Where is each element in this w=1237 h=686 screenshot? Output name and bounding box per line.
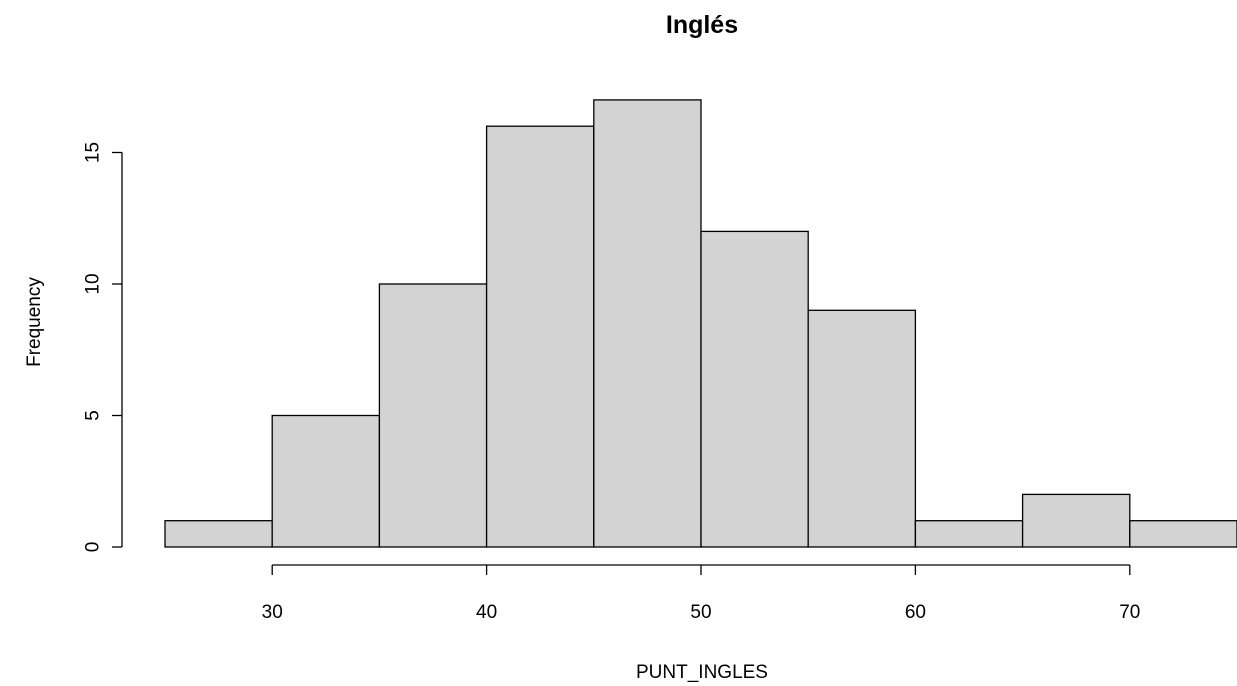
x-tick-label-50: 50 bbox=[690, 602, 711, 623]
histogram-bar-35-40 bbox=[378, 283, 488, 548]
y-tick-label-5: 5 bbox=[83, 410, 104, 421]
histogram-bar-25-30 bbox=[164, 520, 273, 548]
chart-title: Inglés bbox=[666, 11, 738, 39]
histogram-bar-40-45 bbox=[485, 125, 595, 548]
x-tick-label-40: 40 bbox=[476, 602, 497, 623]
histogram-bar-55-60 bbox=[807, 309, 917, 548]
bars-group bbox=[164, 99, 1237, 548]
histogram-bar-45-50 bbox=[593, 99, 702, 548]
histogram-bar-65-70 bbox=[1021, 493, 1131, 548]
x-tick-label-60: 60 bbox=[905, 602, 926, 623]
y-axis-label: Frequency bbox=[24, 277, 45, 367]
x-tick-label-70: 70 bbox=[1119, 602, 1140, 623]
y-tick-label-10: 10 bbox=[83, 273, 104, 294]
histogram-bar-70-75 bbox=[1129, 520, 1237, 548]
y-tick-label-15: 15 bbox=[83, 142, 104, 163]
histogram-bar-30-35 bbox=[271, 414, 381, 548]
x-tick-label-30: 30 bbox=[262, 602, 283, 623]
x-axis: 30 40 50 60 70 bbox=[262, 564, 1140, 623]
histogram-bar-60-65 bbox=[914, 520, 1024, 548]
histogram-bar-50-55 bbox=[700, 230, 809, 548]
x-axis-label: PUNT_INGLES bbox=[636, 662, 768, 683]
y-axis: 0 5 10 15 bbox=[83, 142, 123, 552]
y-tick-label-0: 0 bbox=[83, 542, 104, 553]
